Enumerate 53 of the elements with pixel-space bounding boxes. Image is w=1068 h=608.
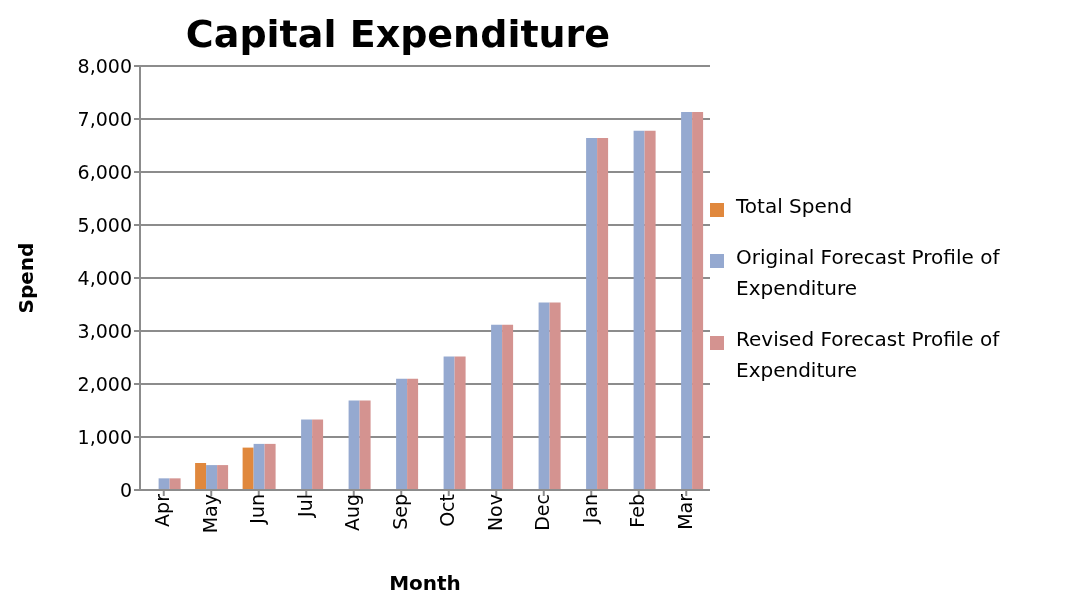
y-tick-label: 7,000 [77, 107, 132, 130]
bar [633, 130, 645, 490]
x-tick-label: Jul [293, 494, 316, 518]
bar [491, 324, 503, 490]
bar [253, 443, 265, 490]
x-tick-label: Jun [246, 494, 269, 525]
y-tick-label: 1,000 [77, 425, 132, 448]
x-tick-label: Jan [578, 494, 601, 525]
bar [242, 447, 254, 490]
x-tick-label: Aug [341, 494, 364, 532]
x-tick-label: Mar [673, 493, 696, 530]
x-tick-label: Oct [436, 494, 459, 527]
bar [217, 465, 229, 490]
bar [443, 356, 455, 490]
y-tick-label: 3,000 [77, 319, 132, 342]
x-tick-label: Nov [483, 494, 506, 532]
x-axis-title: Month [389, 571, 461, 595]
x-tick-label: May [198, 494, 221, 534]
legend-label: Revised Forecast Profile of Expenditure [736, 325, 1001, 384]
bar [692, 112, 704, 490]
legend-label: Original Forecast Profile of Expenditure [736, 243, 1001, 302]
x-tick-label: Sep [388, 494, 411, 530]
legend-label: Total Spend [736, 192, 853, 220]
bar [396, 378, 408, 490]
bar [301, 419, 313, 490]
bar [158, 478, 170, 490]
bar [312, 419, 324, 490]
x-tick-label: Dec [531, 494, 554, 531]
y-tick-label: 5,000 [77, 213, 132, 236]
x-tick-label: Apr [151, 493, 174, 527]
x-tick-label: Feb [626, 494, 649, 528]
y-tick-label: 8,000 [77, 54, 132, 77]
bar [586, 138, 598, 490]
bar [549, 302, 561, 490]
bar [407, 378, 419, 490]
bar [348, 400, 360, 490]
chart-title: Capital Expenditure [184, 12, 612, 56]
y-tick-label: 0 [119, 478, 132, 501]
y-tick-label: 2,000 [77, 372, 132, 395]
bar [644, 130, 656, 490]
bar [538, 302, 550, 490]
y-axis-title: Spend [14, 242, 39, 314]
bar [359, 400, 371, 490]
bar [169, 478, 181, 490]
bar [502, 324, 514, 490]
bar [597, 138, 609, 490]
y-tick-label: 6,000 [77, 160, 132, 183]
bar [454, 356, 466, 490]
bar [206, 465, 218, 490]
bar [264, 443, 276, 490]
y-tick-label: 4,000 [77, 266, 132, 289]
bar [681, 112, 693, 490]
bar [195, 462, 207, 490]
